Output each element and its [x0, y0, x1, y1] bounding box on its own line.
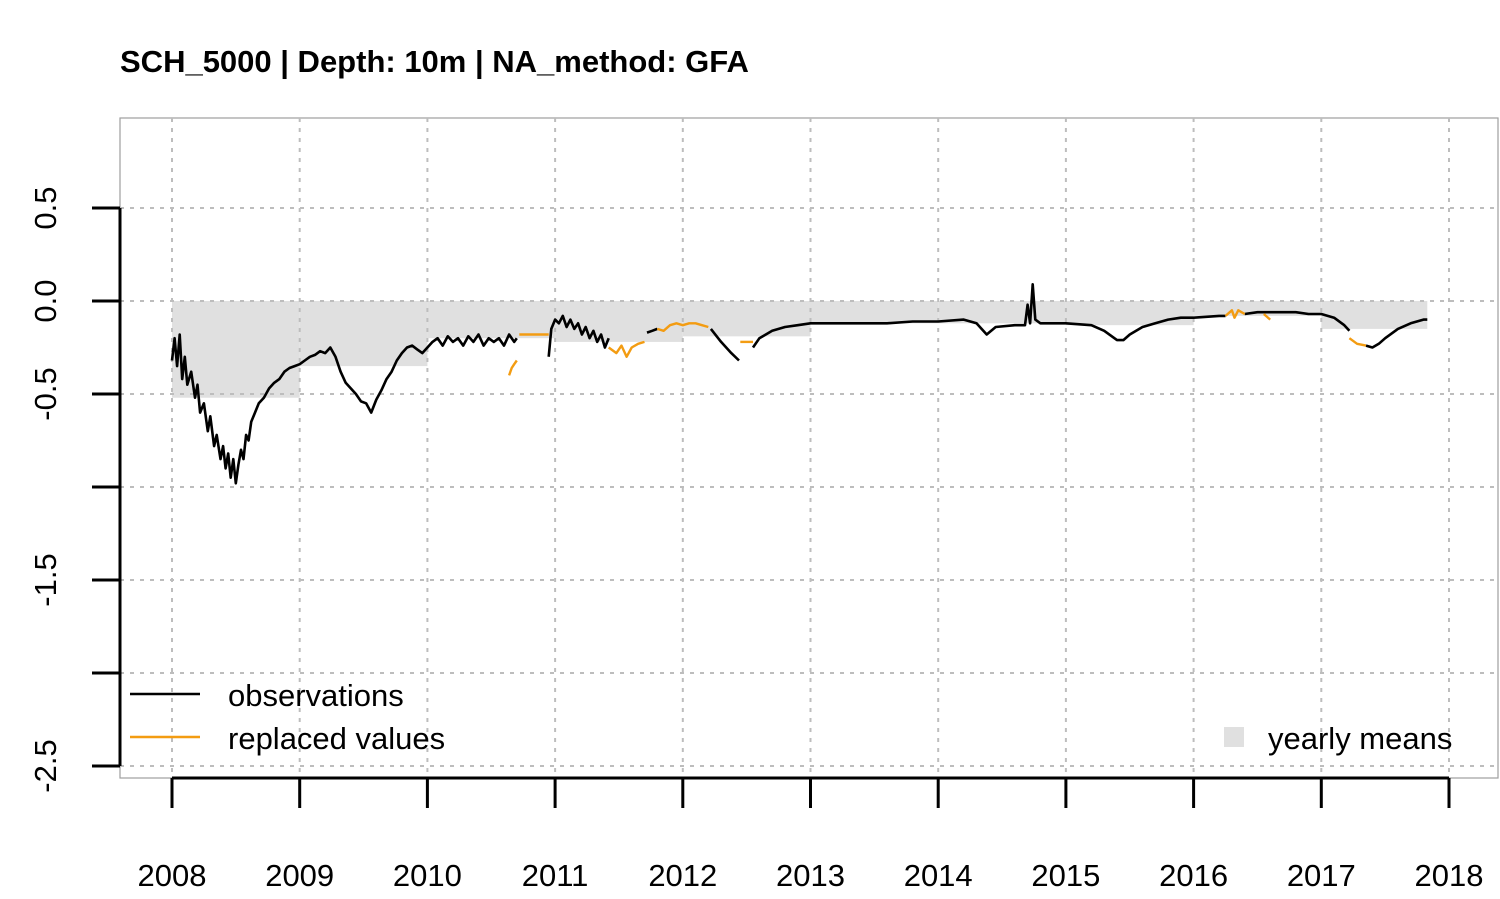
- yearly-mean-bar-2: [427, 301, 556, 339]
- legend-replaced-label: replaced values: [228, 721, 445, 756]
- series-replaced-segment-7: [1348, 337, 1367, 347]
- yearly-mean-bar-0: [172, 301, 300, 398]
- x-tick-label-1: 2009: [265, 858, 334, 893]
- legend-yearly-means-swatch: [1224, 727, 1244, 747]
- y-tick-label-6: -2.5: [28, 739, 63, 792]
- series-replaced-segment-3: [656, 322, 709, 332]
- series-observations-segment-1: [547, 314, 610, 357]
- yearly-mean-bar-5: [810, 301, 939, 324]
- x-tick-label-0: 2008: [138, 858, 207, 893]
- x-tick-label-2: 2010: [393, 858, 462, 893]
- series-replaced-segment-2: [607, 340, 645, 358]
- x-tick-label-3: 2011: [522, 858, 589, 893]
- plot-area: 2008 2009 2010 2011 2012 2013 2014 2015 2016 2017…: [28, 117, 1500, 893]
- series-observations-segment-5: [1244, 310, 1351, 332]
- series-replaced-segment-6: [1263, 313, 1271, 321]
- series-replaced-segment-0: [507, 359, 518, 376]
- chart-title: SCH_5000 | Depth: 10m | NA_method: GFA: [120, 44, 749, 79]
- series-observations-segment-2: [646, 327, 658, 334]
- y-tick-label-2: -0.5: [28, 367, 63, 420]
- yearly-mean-bar-9: [1321, 301, 1428, 329]
- x-tick-label-6: 2014: [904, 858, 973, 893]
- series-observations-segment-4: [751, 283, 1226, 349]
- series-observations-segment-3: [709, 328, 740, 362]
- y-tick-label-0: 0.5: [28, 186, 63, 229]
- y-tick-label-1: 0.0: [28, 279, 63, 322]
- x-tick-label-4: 2012: [648, 858, 717, 893]
- x-tick-label-10: 2018: [1415, 858, 1484, 893]
- yearly-mean-bar-3: [555, 301, 683, 342]
- yearly-mean-bar-1: [299, 301, 428, 367]
- y-tick-label-4: -1.5: [28, 553, 63, 606]
- series-replaced-segment-5: [1224, 309, 1246, 319]
- x-tick-label-7: 2015: [1031, 858, 1100, 893]
- series-observations-segment-6: [1365, 318, 1428, 349]
- x-tick-label-9: 2017: [1287, 858, 1356, 893]
- yearly-mean-bar-4: [682, 301, 811, 337]
- series-observations-segment-0: [170, 333, 518, 485]
- yearly-mean-bar-7: [1065, 301, 1194, 326]
- legend-yearly-means-label: yearly means: [1268, 721, 1452, 756]
- legend-observations-label: observations: [228, 678, 404, 713]
- x-tick-label-5: 2013: [776, 858, 845, 893]
- x-tick-label-8: 2016: [1159, 858, 1228, 893]
